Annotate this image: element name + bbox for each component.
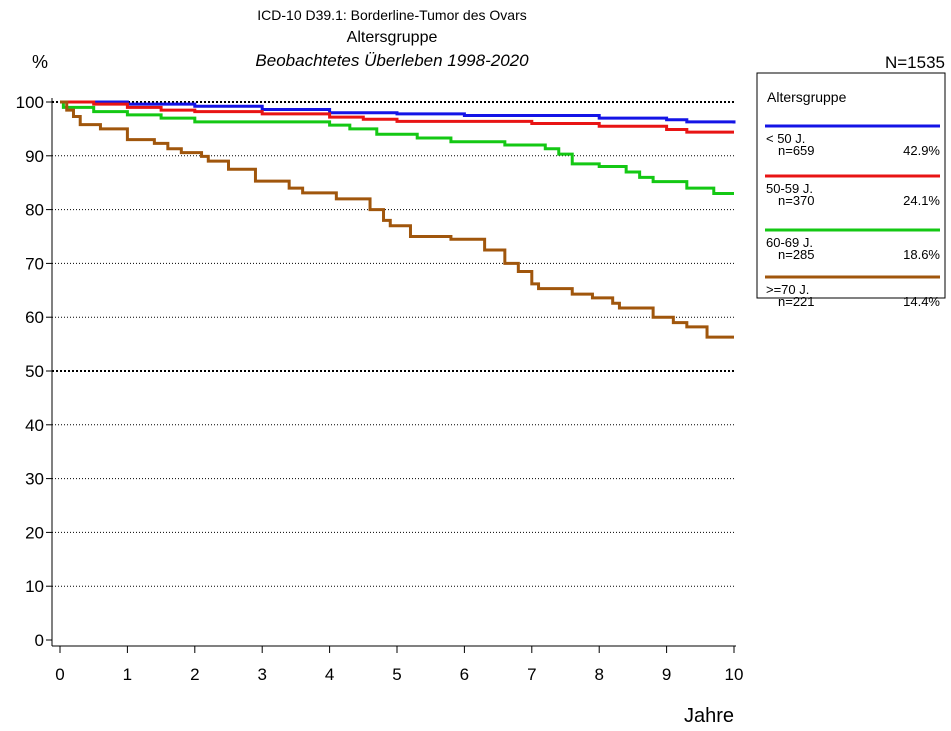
x-tick-label: 9 — [662, 665, 671, 684]
x-tick-label: 7 — [527, 665, 536, 684]
legend-label: 60-69 J. — [766, 235, 813, 250]
y-tick-label: 30 — [25, 470, 44, 489]
total-count: N=1535 — [885, 53, 945, 72]
legend-share: 14.4% — [903, 294, 940, 309]
chart-title: ICD-10 D39.1: Borderline-Tumor des Ovars — [257, 7, 526, 23]
y-tick-label: 90 — [25, 147, 44, 166]
legend-label: 50-59 J. — [766, 181, 813, 196]
x-tick-label: 1 — [123, 665, 132, 684]
survival-line — [60, 100, 734, 134]
x-tick-label: 2 — [190, 665, 199, 684]
y-tick-label: 70 — [25, 254, 44, 273]
x-tick-label: 10 — [725, 665, 744, 684]
legend-count: n=221 — [778, 294, 815, 309]
y-axis-label: % — [32, 52, 48, 72]
y-tick-label: 20 — [25, 523, 44, 542]
legend-box — [756, 72, 946, 299]
survival-line — [60, 100, 734, 339]
chart-subtitle: Altersgruppe — [347, 29, 438, 46]
survival-line — [60, 100, 736, 124]
x-tick-label: 3 — [257, 665, 266, 684]
y-tick-label: 50 — [25, 362, 44, 381]
legend-share: 24.1% — [903, 193, 940, 208]
legend-label: >=70 J. — [766, 282, 809, 297]
legend-title: Altersgruppe — [767, 89, 847, 105]
x-tick-label: 8 — [594, 665, 603, 684]
x-tick-label: 0 — [55, 665, 64, 684]
x-axis-label: Jahre — [684, 705, 734, 726]
y-tick-label: 60 — [25, 308, 44, 327]
legend-count: n=370 — [778, 193, 815, 208]
y-tick-label: 100 — [16, 93, 44, 112]
y-tick-label: 0 — [35, 631, 44, 650]
y-tick-label: 80 — [25, 201, 44, 220]
x-tick-label: 6 — [460, 665, 469, 684]
chart-subtitle: Beobachtetes Überleben 1998-2020 — [255, 51, 529, 70]
survival-line — [60, 100, 734, 195]
legend-count: n=285 — [778, 247, 815, 262]
legend-share: 18.6% — [903, 247, 940, 262]
legend-label: < 50 J. — [766, 131, 805, 146]
x-tick-label: 4 — [325, 665, 334, 684]
x-tick-label: 5 — [392, 665, 401, 684]
legend-count: n=659 — [778, 143, 815, 158]
y-tick-label: 10 — [25, 577, 44, 596]
y-tick-label: 40 — [25, 416, 44, 435]
legend-share: 42.9% — [903, 143, 940, 158]
